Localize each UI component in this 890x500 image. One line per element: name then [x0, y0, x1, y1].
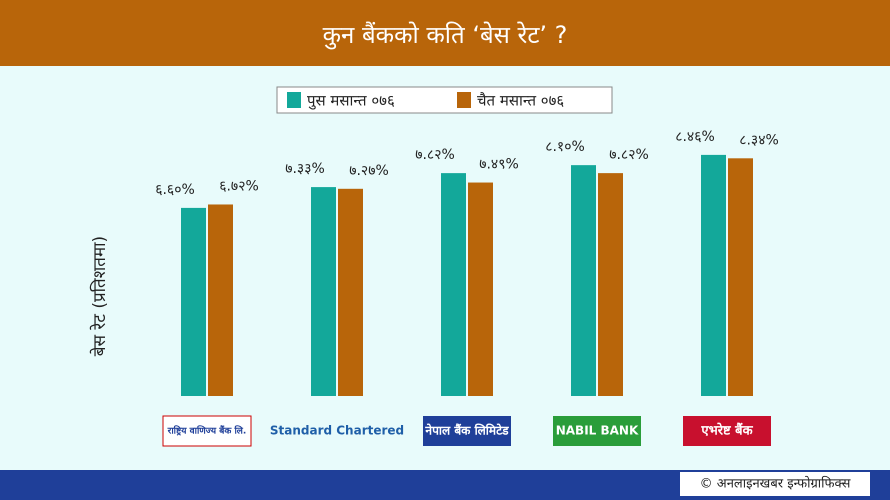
value-label: ७.२७% [349, 163, 389, 179]
x-tick-label: NABIL BANK [556, 424, 639, 438]
bar [441, 173, 466, 396]
category-logo [683, 416, 771, 446]
bar [208, 204, 233, 396]
legend-label: चैत मसान्त ०७६ [477, 92, 564, 110]
bar [181, 207, 206, 396]
category-logo [423, 416, 511, 446]
header-band [0, 0, 890, 66]
legend-swatch [287, 92, 301, 108]
chart-title: कुन बैंकको कति ‘बेस रेट’ ? [323, 21, 568, 50]
value-label: ६.७२% [219, 178, 259, 194]
x-tick-label: एभरेष्ट बैंक [700, 423, 753, 439]
footer-credit: © अनलाइनखबर इन्फोग्राफिक्स [700, 476, 851, 492]
y-axis-label: बेस रेट (प्रतिशतमा) [89, 236, 110, 356]
x-tick-label: राष्ट्रिय वाणिज्य बैंक लि. [167, 425, 247, 437]
bar [598, 173, 623, 396]
x-tick-label: नेपाल बैंक लिमिटेड [424, 424, 509, 438]
value-label: ८.१०% [545, 139, 585, 155]
bar [468, 182, 493, 396]
value-label: ८.३४% [739, 132, 779, 148]
value-label: ७.८२% [415, 147, 455, 163]
legend-label: पुस मसान्त ०७६ [307, 92, 395, 111]
bar [728, 158, 753, 396]
legend-box [276, 86, 613, 114]
value-label: ७.४९% [479, 157, 519, 173]
x-tick-label: Standard Chartered [270, 424, 404, 438]
bar [338, 188, 363, 396]
footer-box [680, 472, 870, 496]
bar [571, 165, 596, 396]
category-logo [553, 416, 641, 446]
value-label: ६.६०% [155, 182, 195, 198]
bar [701, 154, 726, 396]
value-label: ७.८२% [609, 147, 649, 163]
legend-swatch [457, 92, 471, 108]
value-label: ७.३३% [285, 161, 325, 177]
bar [311, 187, 336, 396]
category-logo [162, 415, 252, 447]
value-label: ८.४६% [675, 129, 715, 145]
